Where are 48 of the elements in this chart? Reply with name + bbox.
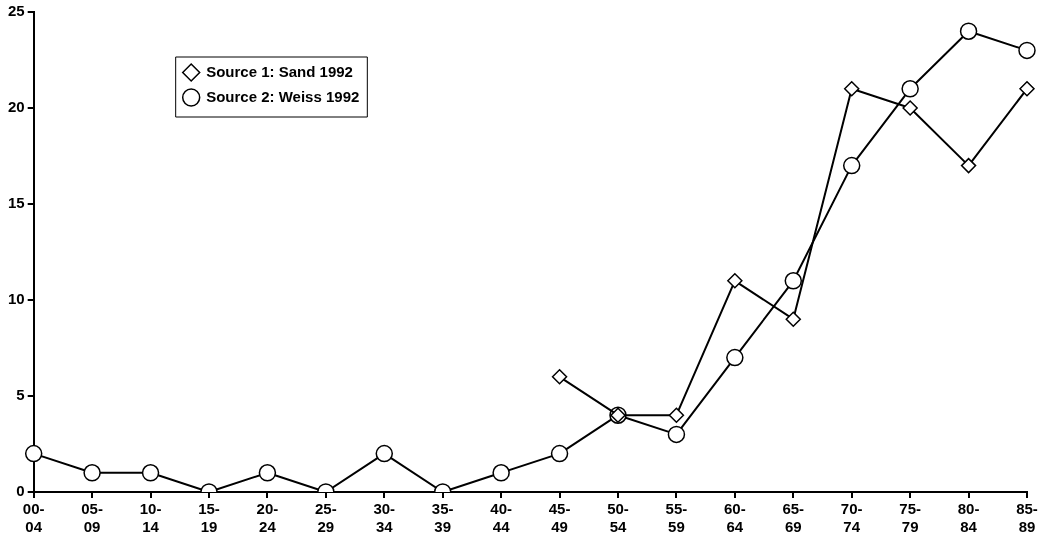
x-tick-label: 15-19: [198, 500, 220, 536]
x-tick-label: 65-69: [782, 500, 805, 536]
x-tick-label: 60-64: [724, 500, 746, 536]
x-tick-label: 85-89: [1016, 500, 1038, 536]
point: [727, 273, 743, 289]
x-tick-label: 10-14: [139, 500, 162, 536]
point: [375, 444, 394, 463]
point: [842, 156, 861, 175]
point: [141, 464, 160, 482]
point: [492, 464, 510, 482]
point: [901, 80, 919, 98]
point: [902, 100, 918, 116]
point: [667, 425, 686, 444]
point: [959, 22, 978, 40]
x-tick-label: 45-49: [548, 500, 571, 536]
x-tick-label: 20-24: [256, 500, 279, 536]
y-tick-label: 25: [8, 2, 25, 20]
point: [1019, 81, 1035, 97]
x-tick-label: 00-04: [22, 500, 45, 536]
x-tick-label: 30-34: [373, 500, 396, 536]
y-tick-label: 20: [8, 98, 25, 116]
x-tick-label: 70-74: [840, 500, 863, 536]
point: [843, 81, 860, 97]
x-tick-label: 55-59: [665, 500, 688, 536]
y-tick-label: 0: [16, 482, 25, 500]
point: [258, 464, 277, 482]
point: [785, 311, 802, 327]
point: [24, 444, 43, 463]
legend-label: Source 2: Weiss 1992: [206, 87, 360, 105]
x-tick-label: 50-54: [607, 500, 629, 536]
x-tick-label: 75-79: [899, 500, 921, 536]
point: [960, 157, 977, 174]
x-tick-label: 35-39: [431, 500, 454, 536]
y-tick-label: 15: [8, 194, 25, 212]
point: [668, 407, 685, 423]
point: [726, 348, 744, 367]
x-tick-label: 80-84: [957, 500, 980, 536]
point: [784, 272, 803, 290]
legend-label: Source 1: Sand 1992: [206, 62, 353, 80]
x-tick-label: 40-44: [490, 500, 512, 536]
point: [83, 464, 101, 482]
y-tick-label: 10: [8, 290, 25, 308]
point: [1018, 41, 1036, 60]
x-tick-label: 25-29: [314, 500, 337, 536]
x-tick-label: 05-09: [81, 500, 103, 536]
y-tick-label: 5: [16, 386, 25, 404]
point: [550, 444, 569, 463]
point: [551, 369, 568, 385]
